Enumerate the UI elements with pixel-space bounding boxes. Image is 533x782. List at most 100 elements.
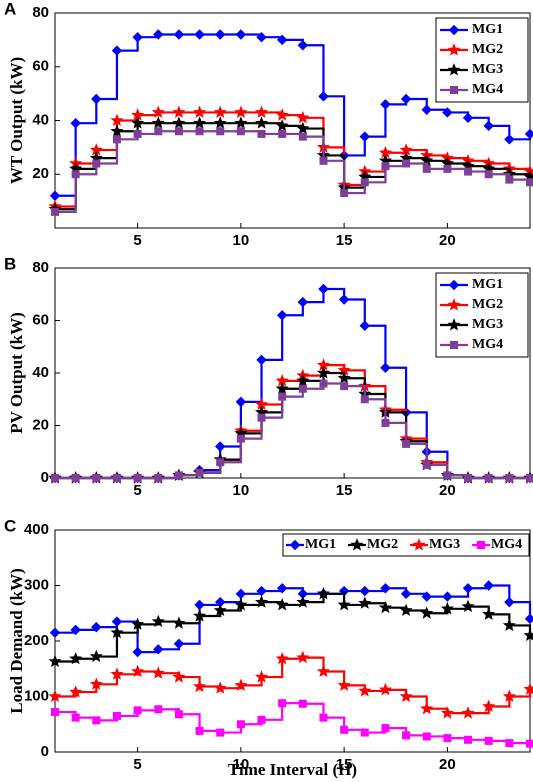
marker <box>319 713 328 722</box>
marker <box>505 474 514 482</box>
marker <box>195 127 204 136</box>
marker <box>340 189 349 198</box>
marker <box>275 651 289 665</box>
marker <box>412 538 426 551</box>
marker <box>359 585 370 597</box>
marker <box>482 607 496 620</box>
marker <box>151 105 165 119</box>
y-tick-label: 40 <box>32 111 49 128</box>
y-tick-label: 100 <box>24 687 49 704</box>
marker <box>172 105 186 119</box>
marker <box>296 121 310 135</box>
step-line <box>55 371 530 480</box>
x-tick-label: 10 <box>233 482 250 499</box>
marker <box>256 354 267 366</box>
marker <box>360 728 369 737</box>
marker <box>132 646 143 658</box>
marker <box>216 458 225 467</box>
marker <box>192 116 207 129</box>
legend-label: MG4 <box>472 337 503 352</box>
marker <box>131 116 145 129</box>
y-tick-label: 0 <box>41 469 49 486</box>
legend-label: MG2 <box>472 297 503 312</box>
marker <box>360 395 369 404</box>
y-tick-label: 400 <box>24 521 49 538</box>
marker <box>399 689 413 702</box>
marker <box>235 29 247 40</box>
marker <box>276 34 288 46</box>
marker <box>276 583 288 594</box>
marker <box>194 29 205 40</box>
marker <box>289 539 301 551</box>
marker <box>380 99 391 110</box>
marker <box>464 735 473 744</box>
marker <box>483 580 494 591</box>
y-tick-label: 80 <box>32 4 49 21</box>
x-tick-label: 15 <box>336 756 353 773</box>
marker <box>112 474 121 482</box>
y-tick-label: 20 <box>32 165 49 182</box>
marker <box>447 63 461 76</box>
marker <box>235 396 247 408</box>
marker <box>92 716 101 725</box>
legend-label: MG1 <box>472 277 503 292</box>
marker <box>422 732 431 741</box>
marker <box>447 43 461 56</box>
marker <box>71 713 80 722</box>
marker <box>316 366 331 379</box>
marker <box>381 162 390 171</box>
x-tick-label: 15 <box>336 232 353 249</box>
marker <box>443 471 452 480</box>
legend-label: MG3 <box>472 62 503 77</box>
marker <box>132 31 143 43</box>
marker <box>278 392 287 401</box>
plot-area <box>54 529 531 753</box>
marker <box>298 699 307 708</box>
marker <box>447 318 461 331</box>
x-tick-label: 5 <box>133 232 141 249</box>
y-tick-label: 200 <box>24 632 49 649</box>
y-tick-label: 300 <box>24 576 49 593</box>
marker <box>358 684 372 697</box>
marker <box>154 127 163 136</box>
marker <box>192 609 207 622</box>
marker <box>505 739 514 748</box>
marker <box>526 178 533 187</box>
marker <box>255 105 269 119</box>
panel-label: A <box>4 0 16 18</box>
step-line <box>55 33 532 197</box>
marker <box>358 596 372 609</box>
step-line <box>55 702 532 745</box>
marker <box>236 127 245 136</box>
marker <box>298 132 307 141</box>
y-axis-label: WT Output (kW) <box>7 57 26 184</box>
marker <box>215 29 226 40</box>
marker <box>234 116 248 129</box>
marker <box>275 381 289 395</box>
marker <box>461 599 475 613</box>
marker <box>89 649 103 663</box>
marker <box>524 613 533 625</box>
x-tick-label: 20 <box>439 756 456 773</box>
marker <box>48 654 62 668</box>
marker <box>359 320 370 331</box>
marker <box>112 135 121 144</box>
x-axis-label: Time Interval (H) <box>228 760 357 779</box>
marker <box>174 471 183 480</box>
marker <box>402 731 411 740</box>
y-tick-label: 60 <box>32 311 49 328</box>
marker <box>319 379 328 388</box>
marker <box>378 682 393 696</box>
marker <box>110 113 124 126</box>
marker <box>484 474 493 482</box>
legend-label: MG2 <box>472 42 503 57</box>
marker <box>151 116 165 129</box>
marker <box>447 298 461 311</box>
step-line <box>55 584 532 654</box>
y-tick-label: 0 <box>41 743 49 760</box>
marker <box>70 624 81 636</box>
marker <box>448 24 460 36</box>
marker <box>420 606 434 619</box>
marker <box>151 666 165 679</box>
marker <box>48 689 62 702</box>
